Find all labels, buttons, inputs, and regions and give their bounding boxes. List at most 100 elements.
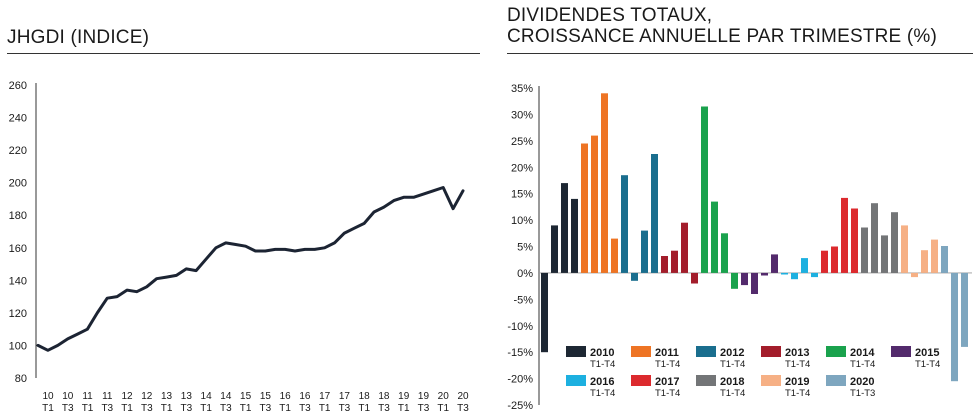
y-tick-label: -10% [507, 321, 533, 333]
y-tick-label: 80 [15, 373, 27, 385]
legend-sublabel-2012: T1-T4 [720, 359, 745, 370]
bar-2012 [631, 272, 638, 281]
legend-label-2012: 2012 [720, 347, 744, 359]
legend-label-2016: 2016 [590, 376, 614, 388]
x-tick-quarter: T3 [220, 403, 232, 414]
x-tick-quarter: T3 [260, 403, 272, 414]
bar-2013 [661, 256, 668, 273]
x-tick-year: 20 [457, 391, 469, 402]
bar-2010 [571, 198, 578, 273]
y-tick-label: 25% [511, 136, 533, 148]
x-tick-year: 18 [359, 391, 371, 402]
x-tick-year: 16 [299, 391, 311, 402]
y-tick-label: -5% [513, 294, 533, 306]
legend-swatch-2015 [891, 346, 911, 357]
y-tick-label: -25% [507, 400, 533, 412]
legend-swatch-2012 [696, 346, 716, 357]
bar-2016 [801, 258, 808, 273]
bar-2011 [601, 93, 608, 273]
right-chart-title-line1: DIVIDENDES TOTAUX, [507, 5, 713, 26]
legend-swatch-2019 [761, 375, 781, 386]
y-tick-label: 10% [511, 215, 533, 227]
bar-2016 [781, 272, 788, 275]
y-tick-label: 140 [9, 275, 27, 287]
legend-swatch-2020 [826, 375, 846, 386]
x-tick-quarter: T1 [437, 403, 449, 414]
bar-2018 [861, 227, 868, 273]
bar-2012 [621, 175, 628, 273]
x-tick-year: 10 [62, 391, 74, 402]
x-tick-year: 16 [280, 391, 292, 402]
x-tick-year: 18 [378, 391, 390, 402]
bar-2020 [941, 246, 948, 273]
x-tick-year: 14 [220, 391, 232, 402]
bar-2019 [931, 239, 938, 273]
bar-2012 [651, 154, 658, 273]
index-series-line [36, 186, 465, 352]
y-tick-label: 15% [511, 189, 533, 201]
x-tick-year: 19 [398, 391, 410, 402]
x-tick-year: 13 [161, 391, 173, 402]
bar-2010 [541, 272, 548, 353]
x-tick-year: 11 [102, 391, 113, 402]
legend-label-2017: 2017 [655, 376, 679, 388]
x-tick-year: 17 [339, 391, 351, 402]
y-tick-label: 240 [9, 113, 27, 125]
legend-sublabel-2016: T1-T4 [590, 388, 615, 399]
x-tick-quarter: T3 [339, 403, 351, 414]
bar-2013 [671, 250, 678, 273]
index-line-chart: 8010012014016018020022024026010T110T311T… [9, 80, 470, 414]
y-tick-label: 20% [511, 162, 533, 174]
bar-2010 [551, 225, 558, 273]
bar-2019 [921, 250, 928, 273]
left-title-rule [7, 53, 480, 54]
bar-2015 [761, 272, 768, 276]
x-tick-quarter: T1 [358, 403, 370, 414]
legend-swatch-2011 [631, 346, 651, 357]
bar-2017 [821, 250, 828, 273]
y-tick-label: 260 [9, 80, 27, 92]
x-tick-quarter: T1 [82, 403, 94, 414]
x-tick-quarter: T3 [101, 403, 113, 414]
bar-2020 [951, 272, 958, 382]
x-tick-quarter: T1 [279, 403, 291, 414]
x-tick-quarter: T3 [141, 403, 153, 414]
legend-label-2013: 2013 [785, 347, 809, 359]
bar-2014 [731, 272, 738, 289]
x-tick-year: 15 [240, 391, 252, 402]
x-tick-year: 20 [438, 391, 450, 402]
legend-sublabel-2014: T1-T4 [850, 359, 875, 370]
x-tick-quarter: T1 [240, 403, 252, 414]
legend-label-2010: 2010 [590, 347, 614, 359]
bar-2016 [811, 272, 818, 278]
y-tick-label: -15% [507, 347, 533, 359]
x-tick-year: 17 [319, 391, 331, 402]
legend-label-2011: 2011 [655, 347, 679, 359]
bar-2016 [791, 272, 798, 280]
x-tick-year: 14 [201, 391, 213, 402]
y-tick-label: 0% [517, 268, 533, 280]
bar-2017 [851, 208, 858, 273]
bar-2013 [681, 222, 688, 273]
legend-sublabel-2015: T1-T4 [915, 359, 940, 370]
x-tick-year: 10 [42, 391, 54, 402]
bar-2019 [911, 272, 918, 278]
legend-sublabel-2019: T1-T4 [785, 388, 810, 399]
legend-swatch-2018 [696, 375, 716, 386]
bar-2018 [891, 212, 898, 273]
bar-2015 [741, 272, 748, 286]
right-chart-title-line2: CROISSANCE ANNUELLE PAR TRIMESTRE (%) [507, 26, 938, 47]
legend-sublabel-2018: T1-T4 [720, 388, 745, 399]
bar-2018 [881, 235, 888, 273]
legend-sublabel-2013: T1-T4 [785, 359, 810, 370]
y-tick-label: 160 [9, 243, 27, 255]
legend-label-2018: 2018 [720, 376, 744, 388]
x-tick-quarter: T1 [42, 403, 54, 414]
bar-2020 [961, 272, 968, 347]
bar-2014 [721, 233, 728, 273]
x-tick-quarter: T3 [180, 403, 192, 414]
x-tick-quarter: T1 [319, 403, 331, 414]
x-tick-quarter: T3 [418, 403, 430, 414]
x-tick-quarter: T3 [378, 403, 390, 414]
